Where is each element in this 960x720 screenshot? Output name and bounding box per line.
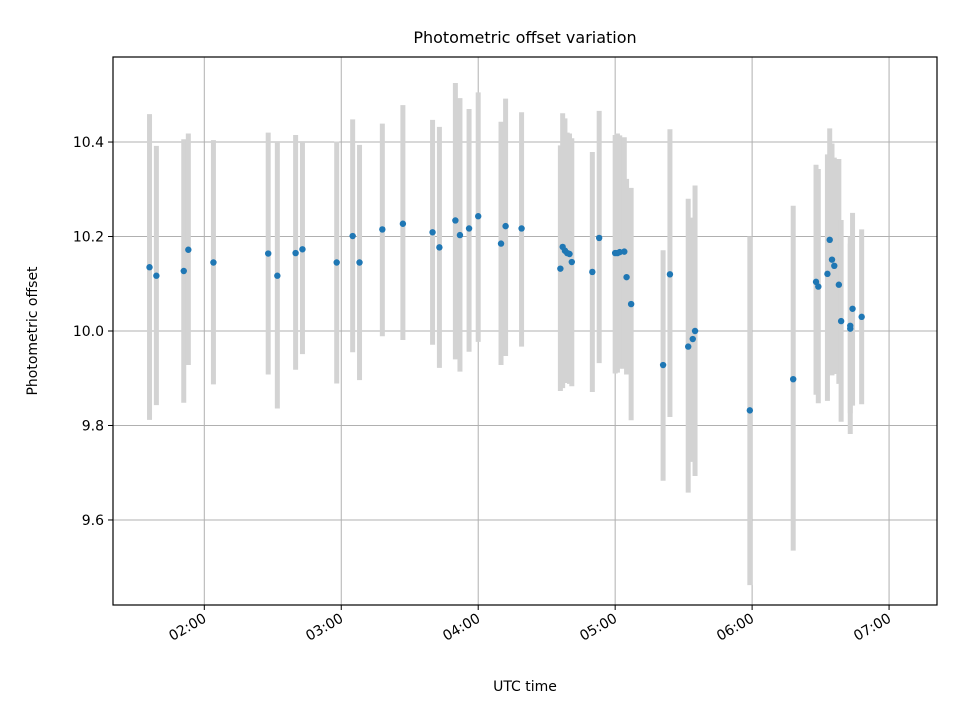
y-axis-ticks: 9.6 9.8 10.0 10.2 10.4 [73,135,113,529]
data-point [349,232,356,240]
data-point [826,236,833,244]
data-point [557,265,564,272]
data-point [153,272,160,279]
chart-title: Photometric offset variation [413,28,636,47]
data-point [595,234,603,242]
data-point [835,281,843,288]
data-point [589,268,596,276]
y-tick-label: 10.4 [73,135,104,151]
data-point [621,248,628,255]
data-point [789,375,797,383]
data-point [452,217,459,224]
data-point [185,246,192,253]
data-point [399,220,407,227]
data-point [456,231,464,239]
y-tick-label: 10.0 [73,324,104,340]
data-point [146,264,153,271]
data-point [858,313,865,321]
data-point [566,250,573,258]
data-point [837,317,845,325]
data-point [465,225,473,232]
data-point [274,272,281,279]
data-point [210,259,217,266]
data-point [689,335,696,343]
data-point [831,262,838,270]
data-point [497,240,505,247]
data-point [502,222,509,230]
data-point [436,244,443,251]
data-point [429,229,436,236]
y-tick-label: 9.6 [82,513,104,529]
y-axis-label: Photometric offset [25,266,41,396]
data-point [847,322,854,330]
y-tick-label: 10.2 [73,230,104,246]
data-point [659,361,667,369]
data-points [146,213,865,414]
data-point [518,225,525,232]
y-tick-label: 9.8 [82,418,104,434]
data-point [180,267,187,275]
data-point [685,343,692,350]
data-point [333,259,340,266]
data-point [356,259,363,266]
data-point [568,258,575,266]
data-point [475,213,482,220]
x-axis-label: UTC time [493,679,557,695]
data-point [292,249,299,257]
data-point [828,256,836,263]
data-point [623,273,630,281]
data-point [666,271,674,278]
data-point [815,283,822,290]
data-point [824,270,831,278]
data-point [299,246,306,253]
data-point [746,407,754,414]
data-point [265,250,272,257]
data-point [379,226,386,233]
data-point [691,327,699,335]
data-point [627,300,635,308]
data-point [849,305,856,312]
